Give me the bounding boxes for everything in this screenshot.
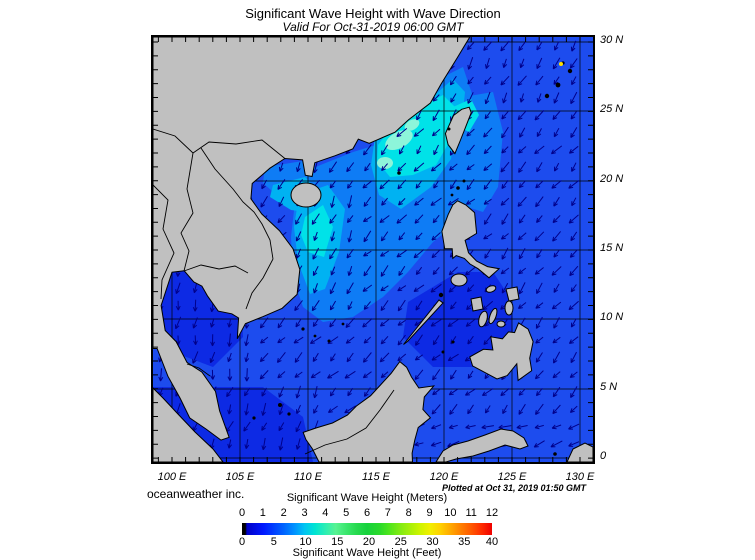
- cb-feet-tick-15: 15: [331, 536, 344, 548]
- page-title: Significant Wave Height with Wave Direct…: [245, 6, 501, 21]
- lon-label-115E: 115 E: [362, 471, 390, 483]
- valid-time-subtitle: Valid For Oct-31-2019 06:00 GMT: [282, 20, 464, 34]
- lat-label-15N: 15 N: [600, 242, 624, 254]
- cb-feet-tick-20: 20: [362, 536, 376, 548]
- land-borneo: [302, 360, 436, 462]
- cb-meters-tick-6: 6: [363, 507, 371, 519]
- border-vietnam-laos: [200, 147, 274, 260]
- cb-meters-tick-8: 8: [405, 507, 412, 519]
- lat-label-20N: 20 N: [600, 173, 624, 185]
- land-cebu: [488, 307, 498, 325]
- land-taiwan: [444, 106, 472, 155]
- cb-feet-tick-5: 5: [270, 536, 277, 548]
- land-palawan: [403, 299, 444, 345]
- frame-ticks: [153, 37, 593, 462]
- land-sumatra: [153, 387, 224, 462]
- land-masbate: [485, 285, 497, 293]
- station-marker-dot: [559, 62, 563, 66]
- cb-meters-tick-12: 12: [485, 507, 499, 519]
- land-halmahera: [566, 442, 593, 462]
- region-3m-vietnam-spot: [301, 205, 333, 257]
- cb-meters-tick-2: 2: [280, 507, 287, 519]
- land-panay: [470, 296, 484, 312]
- country-borders: [153, 128, 395, 455]
- region-3p5m-patch-1: [385, 130, 413, 150]
- land-mainland-asia: [153, 37, 471, 441]
- lon-label-105E: 105 E: [225, 471, 255, 483]
- land-mindanao: [469, 322, 534, 382]
- cb-feet-tick-0: 0: [238, 536, 246, 548]
- credit-text: oceanweather inc.: [147, 487, 245, 501]
- lat-label-5N: 5 N: [600, 381, 618, 393]
- lon-label-120E: 120 E: [429, 471, 459, 483]
- colorbar-gradient: [242, 523, 492, 535]
- land-mindoro: [450, 273, 468, 287]
- border-thailand-laos: [180, 152, 194, 272]
- cb-feet-tick-40: 40: [485, 536, 499, 548]
- border-malaysia-thailand: [186, 363, 211, 377]
- lat-label-30N: 30 N: [600, 34, 624, 46]
- lon-label-130E: 130 E: [565, 471, 595, 483]
- lon-label-100E: 100 E: [157, 471, 187, 483]
- land-sulawesi: [435, 428, 529, 462]
- land-samar: [505, 286, 520, 302]
- border-vietnam-cambodia: [245, 258, 274, 310]
- lon-label-110E: 110 E: [294, 471, 322, 483]
- land-masses: [153, 37, 593, 462]
- lat-label-0: 0: [600, 450, 607, 462]
- border-myanmar-thailand: [153, 184, 175, 300]
- border-thailand-cambodia: [183, 264, 249, 274]
- land-bohol: [496, 320, 506, 328]
- map-frame: [151, 35, 595, 464]
- wave-height-map: [153, 37, 593, 462]
- land-hainan: [290, 182, 322, 208]
- small-islands: [252, 61, 573, 456]
- land-leyte: [504, 300, 514, 316]
- region-3p5m-patch-2: [377, 157, 393, 169]
- cb-meters-tick-9: 9: [426, 507, 433, 519]
- border-china-south: [153, 128, 286, 159]
- cb-meters-tick-5: 5: [343, 507, 350, 519]
- cb-meters-tick-10: 10: [444, 507, 457, 519]
- cb-meters-tick-3: 3: [301, 507, 308, 519]
- cb-feet-tick-30: 30: [426, 536, 439, 548]
- border-borneo-internal: [304, 389, 395, 455]
- cb-feet-tick-35: 35: [458, 536, 471, 548]
- cb-feet-tick-25: 25: [394, 536, 407, 548]
- region-3p5m-patch-3: [404, 119, 420, 131]
- colorbar-title-feet: Significant Wave Height (Feet): [292, 547, 442, 559]
- cb-meters-tick-4: 4: [322, 507, 329, 519]
- lon-label-125E: 125 E: [497, 471, 527, 483]
- cb-meters-tick-1: 1: [259, 507, 266, 519]
- cb-meters-tick-11: 11: [465, 507, 477, 519]
- cb-meters-tick-0: 0: [238, 507, 246, 519]
- land-luzon: [441, 200, 501, 279]
- lat-label-10N: 10 N: [600, 311, 624, 323]
- cb-meters-tick-7: 7: [384, 507, 391, 519]
- lat-label-25N: 25 N: [600, 103, 624, 115]
- land-negros: [478, 310, 488, 328]
- cb-feet-tick-10: 10: [299, 536, 312, 548]
- plotted-timestamp: Plotted at Oct 31, 2019 01:50 GMT: [441, 483, 586, 493]
- colorbar-title-meters: Significant Wave Height (Meters): [286, 492, 448, 504]
